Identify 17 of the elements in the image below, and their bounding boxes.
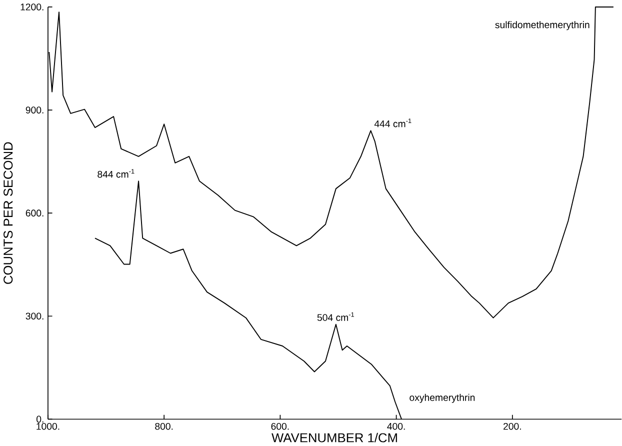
- x-axis-title: WAVENUMBER 1/CM: [272, 432, 397, 442]
- x-tick-label: 200.: [504, 423, 521, 430]
- x-tick-label: 400.: [387, 423, 405, 430]
- y-tick-label: 900.: [26, 106, 44, 114]
- y-tick-label: 300.: [26, 312, 44, 320]
- x-tick-label: 1000.: [36, 423, 60, 430]
- y-tick-label: 600.: [26, 210, 44, 217]
- annotation: 844 cm$^{-1}$: [98, 169, 134, 178]
- x-tick-label: 600.: [271, 423, 289, 430]
- y-axis-title: COUNTS PER SECOND: [4, 142, 13, 284]
- annotation: 504 cm$^{-1}$: [317, 312, 354, 321]
- series-label: sulfidomethemerythrin: [495, 21, 590, 30]
- annotation: 444 cm$^{-1}$: [374, 118, 412, 128]
- y-tick-label: 0.: [36, 416, 44, 423]
- series-label: oxyhemerythrin: [410, 394, 475, 403]
- x-tick-label: 800.: [155, 423, 173, 430]
- y-tick-label: 1200.: [20, 4, 44, 10]
